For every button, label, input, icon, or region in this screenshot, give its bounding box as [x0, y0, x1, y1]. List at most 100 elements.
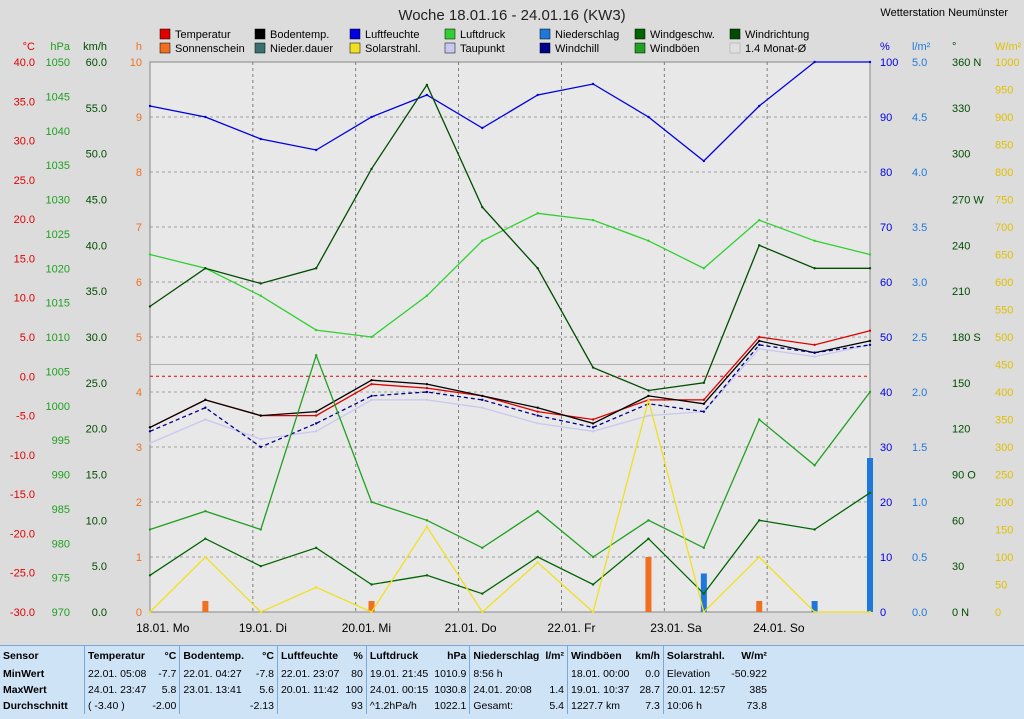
tick-label: 360 N [952, 57, 981, 69]
tick-label: 50 [880, 332, 892, 344]
axis-unit: hPa [50, 41, 70, 53]
series-point [148, 426, 152, 429]
tick-label: 100 [880, 57, 898, 69]
series-point [647, 394, 650, 398]
stats-cell [179, 698, 247, 714]
tick-label: 15.0 [14, 253, 35, 265]
x-day-label: 22.01. Fr [547, 621, 595, 635]
legend-swatch [349, 42, 361, 54]
stats-cell: 22.01. 23:07 [276, 666, 343, 682]
stats-cell: 20.01. 11:42 [276, 682, 343, 698]
tick-label: 80 [880, 167, 892, 179]
tick-label: 180 S [952, 332, 981, 344]
series-point [536, 422, 539, 425]
series-point [481, 546, 484, 550]
series-point [702, 546, 706, 550]
series-point [702, 592, 706, 595]
series-point [647, 239, 650, 242]
tick-label: 975 [52, 573, 70, 585]
tick-label: 15.0 [86, 470, 107, 482]
stats-column-title: Temperatur [84, 646, 150, 666]
series-point [204, 418, 207, 421]
series-point [204, 267, 207, 270]
series-point [148, 305, 152, 308]
series-point [481, 126, 484, 130]
stats-column-unit: l/m² [545, 650, 564, 662]
series-point [259, 528, 262, 531]
x-day-label: 23.01. Sa [650, 621, 702, 635]
tick-label: 2.5 [912, 332, 927, 344]
series-point [148, 610, 152, 614]
tick-label: 0.5 [912, 552, 927, 564]
tick-label: 20.0 [14, 214, 35, 226]
tick-label: 600 [995, 277, 1013, 289]
series-point [647, 399, 650, 402]
series-line-luftfeuchte [149, 61, 870, 162]
series-point [204, 555, 207, 559]
stats-column-unit: °C [262, 650, 274, 662]
series-point [259, 294, 262, 297]
tick-label: 1040 [46, 126, 70, 138]
axis-unit: km/h [83, 41, 107, 53]
bar-sonnenschein [645, 557, 652, 612]
series-point [813, 239, 816, 242]
series-point [647, 389, 650, 392]
stats-cell: -2.13 [250, 700, 274, 712]
x-day-label: 18.01. Mo [136, 621, 190, 635]
series-point [758, 339, 761, 343]
series-point [370, 167, 373, 171]
tick-label: -25.0 [10, 568, 35, 580]
tick-label: -20.0 [10, 528, 35, 540]
series-point [425, 386, 429, 390]
axis-unit: % [880, 41, 890, 53]
stats-row: Sensor Temperatur °C Bodentemp. °C Luftfeucht… [0, 646, 770, 666]
stats-row: MaxWert 24.01. 23:47 5.8 23.01. 13:41 5.6 20.… [0, 682, 770, 698]
tick-label: 990 [52, 470, 70, 482]
series-point [204, 509, 207, 513]
tick-label: 5.0 [92, 561, 107, 573]
series-point [425, 294, 429, 297]
stats-cell: 1030.8 [434, 684, 467, 696]
stats-cell: 5.4 [549, 700, 564, 712]
series-point [204, 537, 207, 540]
series-point [425, 525, 429, 528]
series-point [481, 394, 484, 398]
stats-row-label: MaxWert [3, 684, 47, 696]
series-point [868, 491, 872, 495]
stats-column-unit: °C [164, 650, 177, 662]
series-point [647, 115, 650, 119]
series-point [259, 137, 262, 141]
stats-cell: 5.6 [259, 684, 274, 696]
series-point [425, 519, 429, 522]
series-point [702, 267, 706, 270]
series-point [813, 464, 816, 467]
series-point [536, 555, 539, 559]
series-point [591, 218, 595, 222]
series-point [702, 410, 706, 413]
stats-cell: 73.8 [746, 700, 767, 712]
tick-label: 1015 [46, 298, 70, 310]
series-point [758, 519, 761, 522]
stats-row: Durchschnitt ( -3.40 ) -2.00 -2.13 93 ^1.2hPa… [0, 698, 770, 714]
stats-column-unit: km/h [635, 650, 660, 662]
series-point [591, 610, 595, 614]
tick-label: 30 [880, 442, 892, 454]
tick-label: 300 [995, 442, 1013, 454]
stats-cell: 8:56 h [469, 666, 543, 682]
legend-label: Windböen [650, 43, 700, 55]
series-point [591, 422, 595, 425]
chart-title: Woche 18.01.16 - 24.01.16 (KW3) [398, 7, 625, 24]
stats-cell: 1010.9 [434, 668, 467, 680]
series-point [536, 414, 539, 417]
series-point [758, 555, 761, 559]
x-day-label: 24.01. So [753, 621, 805, 635]
grid [150, 62, 870, 612]
stats-cell: 22.01. 05:08 [84, 666, 150, 682]
series-point [702, 159, 706, 163]
series-point [148, 430, 152, 433]
bar-sonnenschein [368, 601, 375, 612]
tick-label: 25.0 [86, 378, 107, 390]
series-line-taupunkt [149, 344, 871, 444]
series-line-windrichtung [149, 83, 870, 392]
stats-column-unit: hPa [447, 650, 467, 662]
